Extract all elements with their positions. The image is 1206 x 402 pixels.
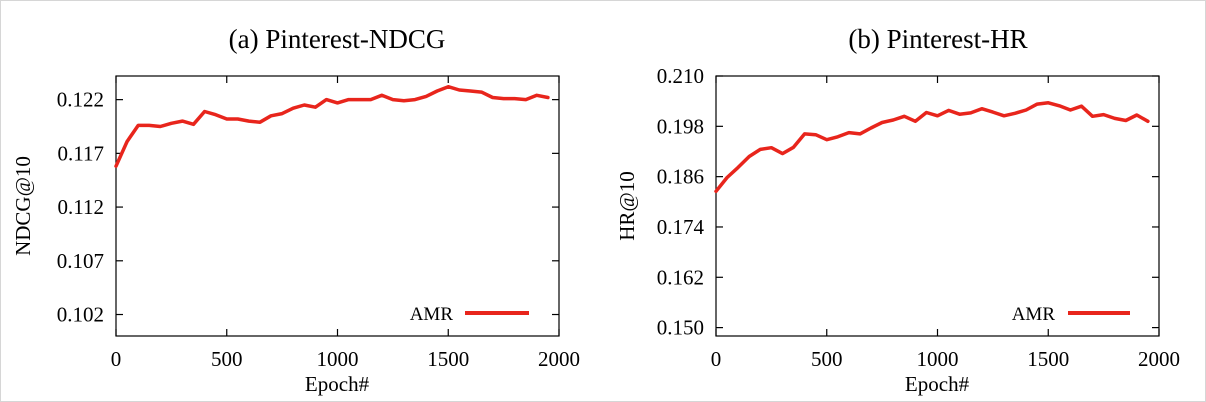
chart-hr-ytick-label: 0.198 <box>657 114 704 138</box>
chart-ndcg-ticks: 0 500 1000 1500 2000 0.102 0.107 0.112 0.117 0.12… <box>57 76 580 371</box>
chart-ndcg: (a) Pinterest-NDCG 0 500 1000 1500 2000 0.102… <box>11 24 580 396</box>
chart-ndcg-series-line <box>114 84 550 168</box>
chart-ndcg-legend: AMR <box>410 304 529 325</box>
chart-hr-ytick-label: 0.150 <box>657 316 704 340</box>
chart-hr-xlabel: Epoch# <box>905 372 970 396</box>
chart-ndcg-ytick-label: 0.122 <box>57 88 104 112</box>
chart-ndcg-xtick-label: 2000 <box>538 347 580 371</box>
chart-hr-ticks: 0 500 1000 1500 2000 0.150 0.162 0.174 0.186 0.19… <box>657 64 1180 371</box>
chart-hr-ytick-label: 0.186 <box>657 165 704 189</box>
chart-ndcg-ytick-label: 0.112 <box>58 195 104 219</box>
chart-hr-xtick-label: 500 <box>811 347 843 371</box>
chart-hr-xtick-label: 1500 <box>1027 347 1069 371</box>
chart-hr-xtick-label: 1000 <box>917 347 959 371</box>
chart-hr: (b) Pinterest-HR 0 500 1000 1500 2000 0.150 0.… <box>615 24 1180 396</box>
chart-hr-ylabel: HR@10 <box>615 171 639 241</box>
chart-hr-legend: AMR <box>1012 304 1130 325</box>
chart-ndcg-ylabel: NDCG@10 <box>11 156 35 256</box>
chart-hr-ytick-label: 0.210 <box>657 64 704 88</box>
chart-ndcg-xtick-label: 500 <box>211 347 243 371</box>
chart-ndcg-plot-frame <box>115 75 560 337</box>
chart-ndcg-ytick-label: 0.107 <box>57 249 104 273</box>
chart-hr-ytick-label: 0.162 <box>657 265 704 289</box>
chart-ndcg-xtick-label: 1000 <box>317 347 359 371</box>
chart-ndcg-ytick-label: 0.117 <box>58 141 104 165</box>
chart-ndcg-series <box>114 84 550 168</box>
chart-hr-ytick-label: 0.174 <box>657 215 705 239</box>
chart-ndcg-xtick-label: 0 <box>111 347 122 371</box>
chart-ndcg-legend-label: AMR <box>410 304 454 325</box>
chart-hr-xtick-label: 0 <box>711 347 722 371</box>
chart-ndcg-ytick-label: 0.102 <box>57 303 104 327</box>
chart-hr-xtick-label: 2000 <box>1138 347 1180 371</box>
chart-hr-series-line <box>714 101 1150 194</box>
chart-ndcg-title: (a) Pinterest-NDCG <box>229 24 446 54</box>
chart-hr-series <box>714 101 1150 194</box>
chart-hr-legend-label: AMR <box>1012 304 1056 325</box>
chart-hr-title: (b) Pinterest-HR <box>848 24 1027 54</box>
chart-ndcg-xlabel: Epoch# <box>305 372 370 396</box>
chart-ndcg-xtick-label: 1500 <box>427 347 469 371</box>
